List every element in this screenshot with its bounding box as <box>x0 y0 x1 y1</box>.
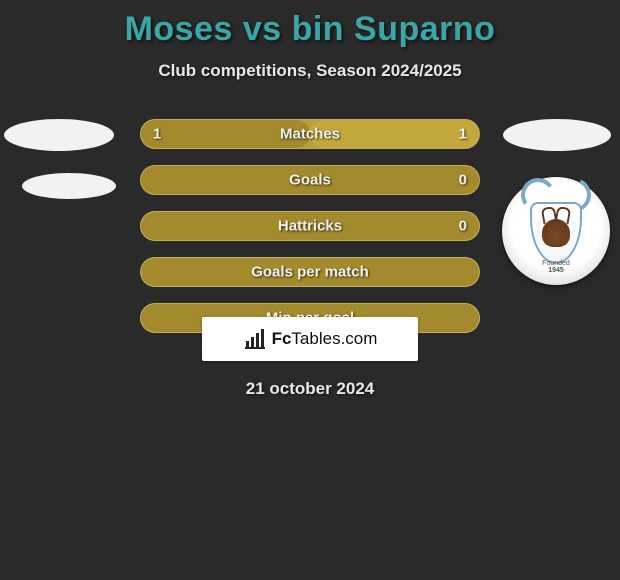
crest-founded-label: Founded <box>542 260 570 267</box>
stat-label: Hattricks <box>278 218 342 235</box>
watermark: FcTables.com <box>202 317 418 361</box>
crest-circle: Founded 1945 <box>502 177 610 285</box>
crest-banner: Founded 1945 <box>542 260 570 274</box>
crest-founded-year: 1945 <box>548 267 564 274</box>
stat-row: 1 1 Matches <box>140 119 480 149</box>
date-text: 21 october 2024 <box>0 379 620 399</box>
stat-left-value: 1 <box>153 126 161 143</box>
stat-right-value: 0 <box>459 172 467 189</box>
comparison-bars: 1 1 Matches 0 Goals 0 Hattricks Goals per match… <box>140 119 480 349</box>
crest-shield-icon <box>530 202 582 264</box>
stat-row: Goals per match <box>140 257 480 287</box>
page-title: Moses vs bin Suparno <box>0 0 620 49</box>
stat-row: 0 Hattricks <box>140 211 480 241</box>
watermark-prefix: Fc <box>272 329 292 348</box>
player1-ellipse-mid <box>22 173 116 199</box>
bars-logo-icon <box>243 330 267 349</box>
watermark-suffix: Tables.com <box>291 329 377 348</box>
stat-label: Matches <box>280 126 340 143</box>
subtitle: Club competitions, Season 2024/2025 <box>0 61 620 81</box>
stat-label: Goals <box>289 172 331 189</box>
player2-ellipse-top <box>503 119 611 151</box>
stat-right-value: 1 <box>459 126 467 143</box>
stat-label: Goals per match <box>251 264 369 281</box>
stat-row: 0 Goals <box>140 165 480 195</box>
watermark-text: FcTables.com <box>272 329 378 349</box>
stat-right-value: 0 <box>459 218 467 235</box>
player1-ellipse-top <box>4 119 114 151</box>
deer-icon <box>542 219 570 247</box>
player2-crest: Founded 1945 <box>502 177 612 287</box>
